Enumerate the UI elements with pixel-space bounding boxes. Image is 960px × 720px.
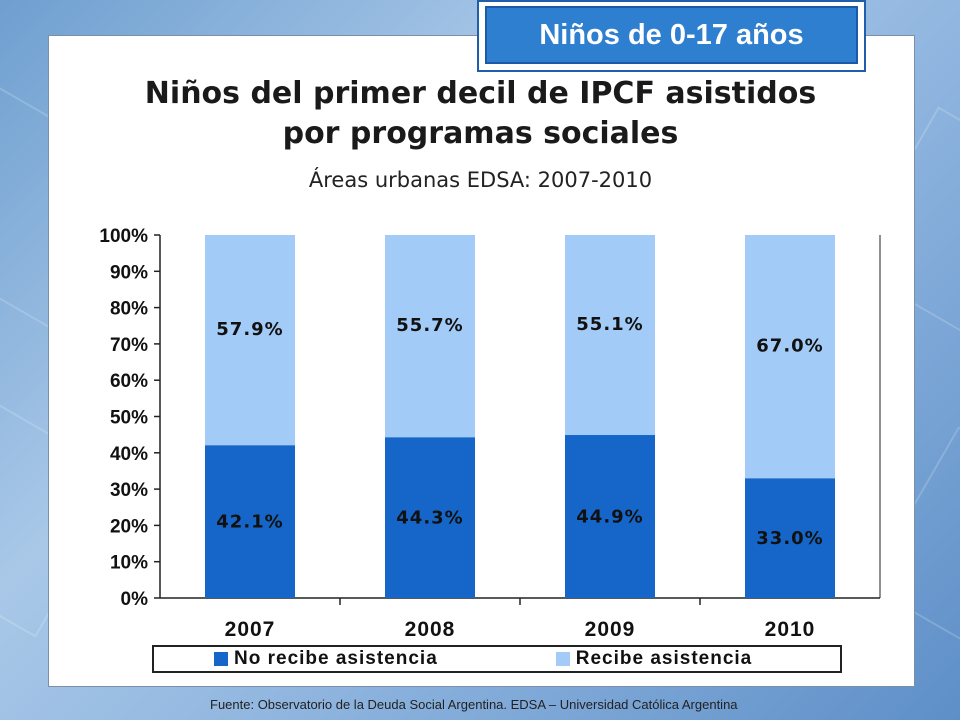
bar-recibe-2008 [385,235,475,438]
data-label: 57.9% [216,319,283,340]
chart-title-line-2: por programas sociales [282,116,679,151]
data-label: 42.1% [216,512,283,533]
chart-legend: No recibe asistencia Recibe asistencia [152,645,842,673]
legend-item-recibe: Recibe asistencia [555,648,753,670]
x-tick-label: 2009 [585,618,636,641]
y-tick-label: 10% [110,553,148,574]
chart-subtitle: Áreas urbanas EDSA: 2007-2010 [308,168,653,192]
bar-recibe-2009 [565,235,655,436]
y-tick-label: 50% [110,408,148,429]
y-tick-label: 70% [110,335,148,356]
data-label: 33.0% [756,528,823,549]
bar-no-recibe-2010 [745,478,835,598]
data-label: 55.7% [396,315,463,336]
data-label: 44.9% [576,507,643,528]
x-tick-label: 2010 [765,618,816,641]
y-tick-label: 90% [110,262,148,283]
chart-title: Niños del primer decil de IPCF asistidos… [48,74,913,154]
bar-no-recibe-2007 [205,445,295,598]
bar-recibe-2010 [745,235,835,479]
data-label: 67.0% [756,336,823,357]
bar-no-recibe-2008 [385,437,475,598]
bar-recibe-2007 [205,235,295,446]
legend-label-no-recibe: No recibe asistencia [234,648,438,669]
source-note: Fuente: Observatorio de la Deuda Social … [210,697,738,712]
y-tick-label: 100% [99,226,148,247]
legend-label-recibe: Recibe asistencia [575,648,753,669]
data-label: 55.1% [576,314,643,335]
y-tick-label: 30% [110,480,148,501]
chart-title-line-1: Niños del primer decil de IPCF asistidos [144,76,817,111]
data-label: 44.3% [396,508,463,529]
badge-label: Niños de 0-17 años [485,6,858,64]
y-tick-label: 20% [110,516,148,537]
x-tick-label: 2007 [225,618,276,641]
bar-no-recibe-2009 [565,435,655,598]
legend-item-no-recibe: No recibe asistencia [214,648,438,670]
y-tick-label: 60% [110,371,148,392]
legend-swatch-recibe [555,652,570,666]
age-group-badge: Niños de 0-17 años [477,0,866,72]
y-tick-label: 40% [110,444,148,465]
x-tick-label: 2008 [405,618,456,641]
y-tick-label: 80% [110,299,148,320]
legend-swatch-no-recibe [214,652,228,666]
y-tick-label: 0% [121,589,149,610]
